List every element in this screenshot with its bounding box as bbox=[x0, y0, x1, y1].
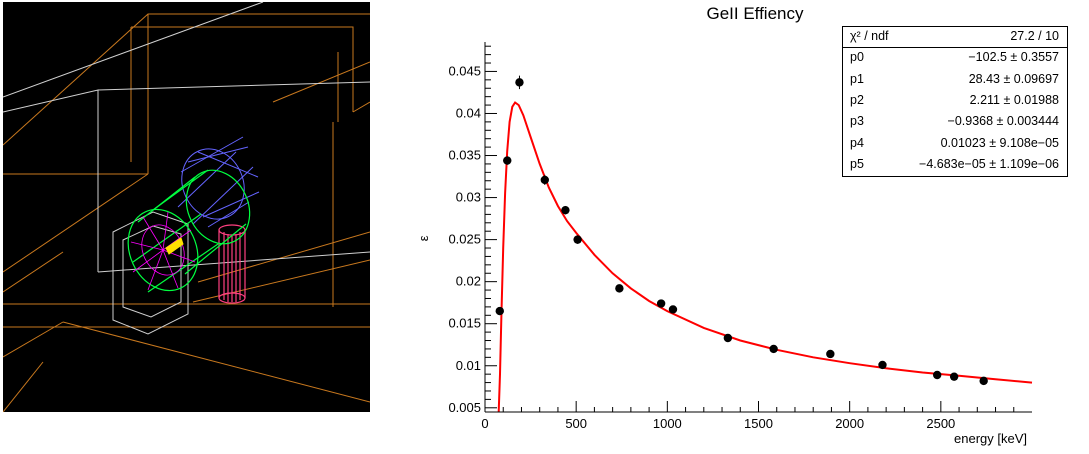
data-point bbox=[656, 299, 666, 308]
fit-layer bbox=[497, 101, 1033, 413]
data-point bbox=[723, 333, 733, 343]
data-point bbox=[540, 174, 550, 185]
dewar-cylinder bbox=[218, 224, 246, 304]
points-layer bbox=[495, 75, 988, 386]
room-wireframe bbox=[3, 13, 370, 412]
stats-param-value: −4.683e−05 ± 1.109e−06 bbox=[919, 156, 1059, 171]
x-tick-label: 1000 bbox=[653, 416, 682, 431]
stats-param-value: 2.211 ± 0.01988 bbox=[969, 92, 1059, 107]
stats-param-label: p0 bbox=[850, 50, 864, 65]
x-tick-label: 500 bbox=[565, 416, 587, 431]
data-point bbox=[668, 305, 678, 314]
stats-param-label: p1 bbox=[850, 71, 864, 86]
data-point bbox=[826, 349, 835, 359]
plot-canvas: GeII Effiency 0 500 1000 1500 2000 25000.0050… bbox=[416, 4, 1033, 446]
y-axis-label: ε bbox=[416, 235, 431, 241]
x-tick-label: 2500 bbox=[926, 416, 955, 431]
detector-geometry-view bbox=[3, 2, 370, 412]
stats-param-label: p4 bbox=[850, 135, 864, 150]
stats-row: p0 −102.5 ± 0.3557 bbox=[843, 48, 1067, 69]
point-marker bbox=[573, 235, 582, 244]
point-marker bbox=[826, 349, 835, 359]
x-tick-label: 0 bbox=[481, 416, 488, 431]
stats-row: p2 2.211 ± 0.01988 bbox=[843, 91, 1067, 112]
stats-row: p1 28.43 ± 0.09697 bbox=[843, 70, 1067, 91]
data-point bbox=[949, 372, 959, 381]
stats-row: χ² / ndf 27.2 / 10 bbox=[843, 27, 1067, 48]
stats-param-label: p3 bbox=[850, 114, 864, 129]
data-point bbox=[515, 75, 524, 90]
y-tick-label: 0.005 bbox=[448, 400, 481, 415]
point-marker bbox=[668, 305, 678, 314]
axes-layer: 0 500 1000 1500 2000 2500 0.005 0.01 0.015 0.02 0.… bbox=[448, 42, 1032, 431]
point-marker bbox=[769, 344, 778, 354]
y-tick-label: 0.025 bbox=[448, 232, 481, 247]
x-tick-label: 1500 bbox=[744, 416, 773, 431]
y-tick-label: 0.03 bbox=[456, 190, 481, 205]
x-tick-label: 2000 bbox=[835, 416, 864, 431]
point-marker bbox=[656, 299, 666, 308]
data-point bbox=[573, 235, 582, 244]
y-tick-label: 0.02 bbox=[456, 274, 481, 289]
source-marker bbox=[165, 237, 184, 255]
efficiency-plot: GeII Effiency 0 500 1000 1500 2000 2500 0.005 0… bbox=[410, 0, 1089, 454]
data-point bbox=[878, 360, 887, 370]
point-marker bbox=[615, 284, 624, 293]
stats-param-value: −102.5 ± 0.3557 bbox=[968, 50, 1059, 65]
data-point bbox=[932, 370, 942, 380]
data-point bbox=[503, 156, 512, 165]
y-tick-label: 0.04 bbox=[456, 105, 481, 120]
point-marker bbox=[495, 306, 504, 316]
plot-title: GeII Effiency bbox=[706, 4, 804, 23]
y-tick-label: 0.015 bbox=[448, 316, 481, 331]
stats-param-label: χ² / ndf bbox=[850, 29, 889, 43]
point-marker bbox=[561, 205, 570, 215]
point-marker bbox=[540, 175, 550, 185]
stats-param-label: p5 bbox=[850, 156, 864, 171]
stats-param-label: p2 bbox=[850, 92, 864, 107]
point-marker bbox=[949, 372, 959, 381]
y-tick-label: 0.01 bbox=[456, 358, 481, 373]
y-tick-label: 0.045 bbox=[448, 63, 481, 78]
point-marker bbox=[515, 78, 524, 87]
crystal-front bbox=[127, 169, 251, 293]
point-marker bbox=[979, 376, 988, 386]
data-point bbox=[979, 376, 988, 386]
stats-row: p5 −4.683e−05 ± 1.109e−06 bbox=[843, 155, 1067, 176]
stats-row: p4 0.01023 ± 9.108e−05 bbox=[843, 134, 1067, 155]
point-marker bbox=[503, 156, 512, 165]
stats-param-value: 28.43 ± 0.09697 bbox=[968, 71, 1059, 86]
point-marker bbox=[932, 370, 942, 380]
data-point bbox=[561, 205, 570, 215]
detector-geometry-drawing bbox=[3, 2, 370, 412]
y-tick-label: 0.035 bbox=[448, 148, 481, 163]
point-marker bbox=[723, 333, 733, 343]
stats-param-value: 27.2 / 10 bbox=[1010, 29, 1059, 43]
data-point bbox=[769, 344, 778, 354]
x-axis-label: energy [keV] bbox=[954, 431, 1027, 446]
fit-curve bbox=[497, 101, 1033, 413]
stats-separator bbox=[843, 47, 1067, 48]
point-marker bbox=[878, 360, 887, 370]
crystal-back bbox=[177, 136, 260, 228]
fit-stats-box: χ² / ndf 27.2 / 10 p0 −102.5 ± 0.3557 p1 28.4… bbox=[842, 26, 1068, 177]
stats-row: p3 −0.9368 ± 0.003444 bbox=[843, 112, 1067, 133]
stats-param-value: 0.01023 ± 9.108e−05 bbox=[940, 135, 1059, 150]
data-point bbox=[495, 306, 504, 316]
stats-param-value: −0.9368 ± 0.003444 bbox=[947, 114, 1059, 129]
data-point bbox=[615, 284, 624, 293]
